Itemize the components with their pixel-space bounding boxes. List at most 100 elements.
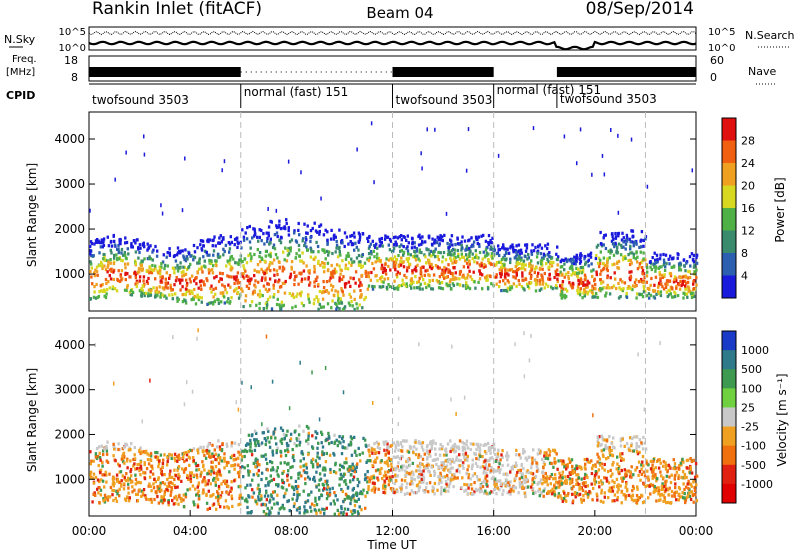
range-cell xyxy=(334,289,337,293)
range-cell xyxy=(643,474,647,478)
range-cell xyxy=(321,445,325,449)
range-cell xyxy=(318,478,321,482)
range-cell xyxy=(282,226,285,230)
range-cell xyxy=(448,244,451,248)
range-cell xyxy=(197,483,200,487)
range-cell xyxy=(524,263,527,267)
range-cell xyxy=(602,448,606,452)
range-cell xyxy=(389,468,393,472)
range-cell xyxy=(469,442,473,446)
range-cell xyxy=(344,263,348,267)
range-cell xyxy=(666,279,669,283)
range-cell xyxy=(513,256,516,260)
range-cell xyxy=(540,256,544,260)
range-cell xyxy=(162,495,165,499)
range-cell xyxy=(465,488,468,492)
range-cell xyxy=(333,267,337,271)
range-cell xyxy=(225,442,228,446)
range-cell xyxy=(109,277,113,281)
range-cell xyxy=(185,255,189,259)
range-cell xyxy=(402,253,405,257)
range-cell xyxy=(487,448,491,453)
range-cell xyxy=(575,271,579,275)
range-cell xyxy=(237,456,240,460)
range-cell xyxy=(392,265,395,269)
range-cell xyxy=(659,293,663,298)
range-cell xyxy=(275,231,279,235)
range-cell xyxy=(564,494,567,498)
range-cell xyxy=(509,286,512,290)
range-cell xyxy=(269,251,272,255)
range-cell xyxy=(202,445,205,449)
range-cell xyxy=(101,449,105,453)
range-cell xyxy=(543,271,546,276)
range-cell xyxy=(275,208,278,213)
range-cell xyxy=(90,275,93,279)
range-cell xyxy=(229,258,232,262)
range-cell xyxy=(322,233,326,237)
range-cell xyxy=(599,250,602,254)
range-cell xyxy=(405,471,408,475)
range-cell xyxy=(534,283,538,287)
range-cell xyxy=(331,251,334,256)
range-cell xyxy=(364,506,367,510)
range-cell xyxy=(350,509,353,513)
range-cell xyxy=(289,249,292,253)
range-cell xyxy=(476,478,480,482)
range-cell xyxy=(352,478,355,482)
range-cell xyxy=(624,256,627,260)
range-cell xyxy=(635,494,639,498)
range-cell xyxy=(392,236,395,240)
range-cell xyxy=(143,152,146,157)
range-cell xyxy=(260,228,263,233)
range-cell xyxy=(447,477,450,481)
range-cell xyxy=(110,239,113,244)
range-cell xyxy=(207,271,211,275)
range-cell xyxy=(353,289,356,293)
range-cell xyxy=(487,446,491,450)
range-cell xyxy=(664,480,667,484)
range-cell xyxy=(584,285,588,289)
range-cell xyxy=(405,459,408,464)
range-cell xyxy=(180,479,183,483)
range-cell xyxy=(152,286,155,290)
range-cell xyxy=(668,262,671,266)
range-cell xyxy=(420,445,424,449)
range-cell xyxy=(655,292,658,296)
range-cell xyxy=(632,449,635,453)
range-cell xyxy=(138,289,142,293)
range-cell xyxy=(394,240,397,244)
range-cell xyxy=(540,258,544,262)
range-cell xyxy=(222,479,225,483)
range-cell xyxy=(526,284,530,288)
range-cell xyxy=(514,276,517,280)
range-cell xyxy=(341,435,345,439)
range-cell xyxy=(266,297,270,302)
range-cell xyxy=(657,283,660,287)
range-cell xyxy=(225,264,228,268)
range-cell xyxy=(321,468,325,472)
range-cell xyxy=(693,263,696,267)
range-cell xyxy=(155,455,158,459)
range-cell xyxy=(481,485,485,489)
range-cell xyxy=(428,449,431,453)
range-cell xyxy=(435,278,438,283)
range-cell xyxy=(481,481,484,485)
range-cell xyxy=(640,245,643,249)
range-cell xyxy=(373,255,376,259)
range-cell xyxy=(329,276,332,280)
range-cell xyxy=(374,245,377,249)
range-cell xyxy=(108,495,112,499)
range-cell xyxy=(269,498,272,502)
range-cell xyxy=(580,281,583,286)
range-cell xyxy=(90,475,93,479)
range-cell xyxy=(292,504,296,509)
range-cell xyxy=(530,274,533,278)
range-cell xyxy=(122,487,126,491)
range-cell xyxy=(215,472,218,476)
range-cell xyxy=(146,281,149,285)
range-cell xyxy=(661,482,664,486)
range-cell xyxy=(359,459,362,463)
range-cell xyxy=(401,261,404,265)
range-cell xyxy=(260,239,263,243)
